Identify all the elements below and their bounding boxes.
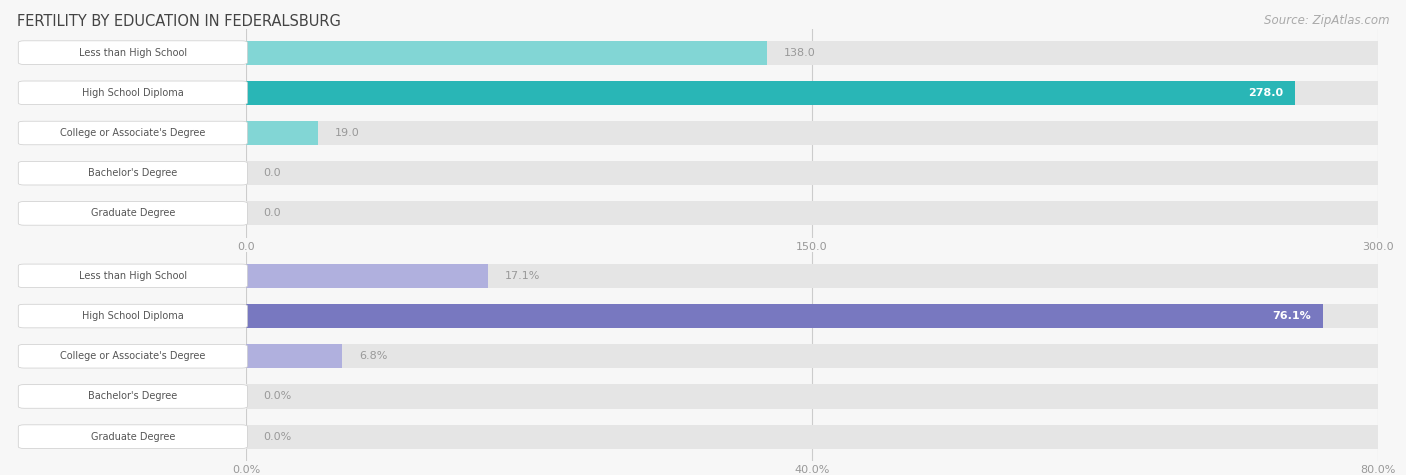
Text: Bachelor's Degree: Bachelor's Degree [89,168,177,178]
Text: 6.8%: 6.8% [359,351,388,361]
Text: 0.0%: 0.0% [263,391,291,401]
Text: College or Associate's Degree: College or Associate's Degree [60,351,205,361]
Text: High School Diploma: High School Diploma [82,311,184,321]
Text: 0.0: 0.0 [263,168,281,178]
Text: Source: ZipAtlas.com: Source: ZipAtlas.com [1264,14,1389,27]
Bar [246,344,342,368]
Text: Less than High School: Less than High School [79,271,187,281]
Text: 0.0: 0.0 [263,209,281,218]
Bar [246,81,1295,105]
Bar [246,384,1378,408]
Text: 138.0: 138.0 [783,48,815,57]
Text: 278.0: 278.0 [1249,88,1284,98]
Bar [246,121,1378,145]
Text: Less than High School: Less than High School [79,48,187,57]
Text: 0.0%: 0.0% [263,432,291,442]
Bar [246,304,1323,328]
Text: Bachelor's Degree: Bachelor's Degree [89,391,177,401]
Bar [246,264,1378,288]
Text: Graduate Degree: Graduate Degree [90,432,176,442]
Bar [246,121,318,145]
Text: College or Associate's Degree: College or Associate's Degree [60,128,205,138]
Bar [246,201,1378,226]
Bar [246,161,1378,185]
Text: FERTILITY BY EDUCATION IN FEDERALSBURG: FERTILITY BY EDUCATION IN FEDERALSBURG [17,14,340,29]
Bar [246,425,1378,449]
Bar [246,40,1378,65]
Text: Graduate Degree: Graduate Degree [90,209,176,218]
Bar [246,81,1378,105]
Bar [246,304,1378,328]
Text: High School Diploma: High School Diploma [82,88,184,98]
Text: 19.0: 19.0 [335,128,360,138]
Bar [246,264,488,288]
Bar [246,40,766,65]
Text: 76.1%: 76.1% [1272,311,1312,321]
Bar [246,344,1378,368]
Text: 17.1%: 17.1% [505,271,540,281]
